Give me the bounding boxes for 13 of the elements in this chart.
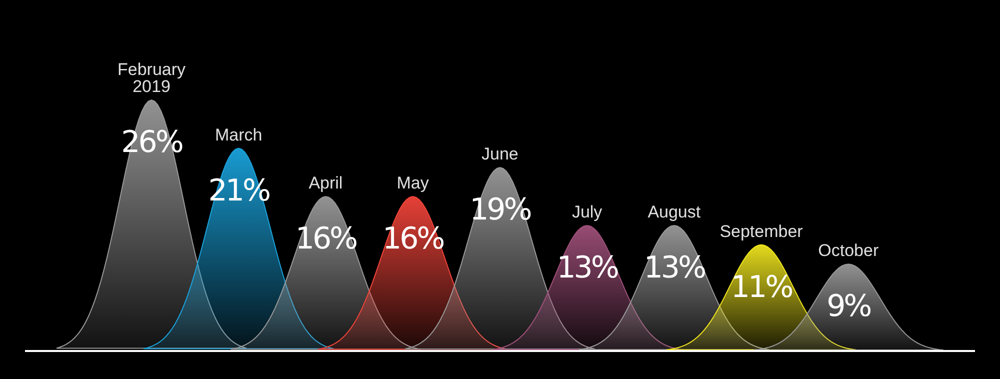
data-label: 11%	[730, 270, 792, 305]
category-label: May	[396, 174, 430, 193]
data-label: 13%	[644, 250, 705, 286]
category-label: February 2019	[117, 60, 186, 96]
category-label: August	[648, 202, 701, 222]
category-label: June	[482, 144, 518, 164]
category-label: April	[308, 174, 343, 193]
data-label: 9%	[826, 289, 871, 324]
category-label: July	[572, 202, 603, 222]
category-label: September	[720, 222, 804, 241]
data-label: 13%	[556, 250, 618, 286]
category-label: March	[214, 125, 262, 144]
category-label: October	[818, 241, 879, 260]
